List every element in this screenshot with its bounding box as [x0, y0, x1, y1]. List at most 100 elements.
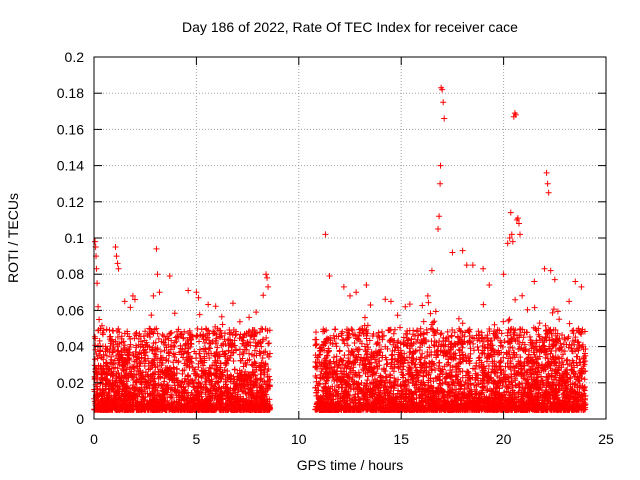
roti-point: [223, 392, 230, 399]
roti-point: [214, 344, 221, 351]
roti-point: [263, 334, 270, 341]
roti-point: [195, 373, 202, 380]
roti-point: [197, 354, 204, 361]
roti-point: [202, 346, 209, 353]
roti-point: [134, 392, 141, 399]
roti-point: [252, 375, 259, 382]
roti-point: [94, 355, 101, 362]
roti-point: [182, 395, 189, 402]
roti-point: [238, 382, 245, 389]
roti-point: [93, 386, 100, 393]
roti-point: [158, 354, 165, 361]
roti-point: [112, 379, 119, 386]
roti-point: [261, 363, 268, 370]
roti-point: [110, 360, 117, 367]
roti-point: [98, 371, 105, 378]
roti-point: [207, 365, 214, 372]
roti-point: [133, 344, 140, 351]
roti-point: [130, 352, 137, 359]
roti-point: [150, 340, 157, 347]
roti-point: [170, 342, 177, 349]
roti-point: [165, 385, 172, 392]
roti-point: [145, 360, 152, 367]
roti-point: [489, 346, 496, 353]
roti-point: [185, 330, 192, 337]
roti-point: [99, 392, 106, 399]
roti-point: [104, 363, 111, 370]
roti-point: [216, 396, 223, 403]
roti-point: [226, 374, 233, 381]
roti-point: [137, 379, 144, 386]
roti-point: [227, 339, 234, 346]
roti-point: [140, 394, 147, 401]
roti-point: [194, 325, 201, 332]
roti-point: [248, 391, 255, 398]
roti-point: [149, 329, 156, 336]
roti-point: [425, 299, 432, 306]
roti-point: [104, 406, 111, 413]
roti-point: [189, 396, 196, 403]
roti-point: [150, 397, 157, 404]
roti-point: [141, 384, 148, 391]
roti-point: [128, 371, 135, 378]
roti-point: [260, 349, 267, 356]
roti-point: [427, 310, 434, 317]
roti-point: [246, 350, 253, 357]
roti-point: [236, 351, 243, 358]
roti-point: [230, 326, 237, 333]
roti-point: [491, 321, 498, 328]
roti-point: [536, 320, 543, 327]
roti-point: [243, 391, 250, 398]
roti-point: [206, 337, 213, 344]
roti-point: [550, 306, 557, 313]
roti-point: [171, 339, 178, 346]
roti-point: [332, 326, 339, 333]
roti-point: [215, 385, 222, 392]
roti-point: [217, 327, 224, 334]
roti-point: [137, 367, 144, 374]
roti-point: [91, 333, 98, 340]
roti-point: [312, 329, 319, 336]
roti-point: [171, 382, 178, 389]
roti-point: [91, 356, 98, 363]
roti-point: [259, 394, 266, 401]
roti-point: [102, 348, 109, 355]
roti-point: [246, 386, 253, 393]
roti-point: [229, 349, 236, 356]
roti-point: [229, 392, 236, 399]
roti-point: [103, 360, 110, 367]
roti-point: [123, 378, 130, 385]
roti-point: [175, 359, 182, 366]
roti-point: [259, 338, 266, 345]
roti-point: [155, 368, 162, 375]
roti-point: [116, 361, 123, 368]
roti-point: [99, 385, 106, 392]
roti-point: [205, 301, 212, 308]
roti-point: [253, 309, 260, 316]
roti-point: [257, 350, 264, 357]
roti-point: [94, 392, 101, 399]
roti-point: [262, 388, 269, 395]
roti-point: [197, 331, 204, 338]
roti-point: [236, 346, 243, 353]
roti-point: [518, 380, 525, 387]
roti-point: [126, 402, 133, 409]
roti-point: [122, 391, 129, 398]
roti-point: [475, 328, 482, 335]
roti-point: [245, 394, 252, 401]
roti-point: [168, 391, 175, 398]
roti-point: [237, 372, 244, 379]
roti-point: [185, 383, 192, 390]
roti-point: [110, 368, 117, 375]
roti-point: [174, 387, 181, 394]
roti-point: [212, 372, 219, 379]
roti-point: [152, 351, 159, 358]
roti-point: [253, 387, 260, 394]
roti-point: [100, 356, 107, 363]
roti-point: [206, 401, 213, 408]
roti-point: [174, 334, 181, 341]
roti-point: [390, 330, 397, 337]
roti-point: [406, 364, 413, 371]
roti-point: [121, 368, 128, 375]
roti-point: [133, 384, 140, 391]
